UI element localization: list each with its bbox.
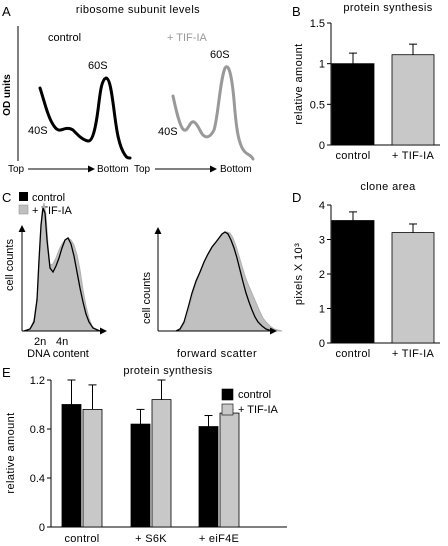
chart-d-category-label: + TIF-IA (392, 348, 435, 360)
panel-c-legend-swatch-control (19, 192, 28, 201)
chart-d-y-axis-label: pixels X 10³ (293, 243, 305, 305)
chart-e-bar (151, 399, 172, 528)
chart-d-y-tick-label: 0 (319, 338, 325, 350)
chart-e-legend-label: + TIF-IA (238, 404, 278, 416)
chart-d-y-tick-label: 3 (319, 235, 325, 247)
chart-d-category-label: control (335, 348, 370, 360)
panel-c-legend-control: control (32, 192, 65, 204)
chart-e-title: protein synthesis (123, 365, 212, 377)
chart-b-bar (331, 63, 375, 146)
panel-a: A ribosome subunit levels OD units contr… (2, 4, 255, 175)
panel-c-left-x-label: DNA content (27, 348, 89, 360)
chart-b-y-tick-label: 1.5 (310, 18, 325, 30)
panel-a-control-label: control (48, 32, 81, 44)
chart-e-category-label: control (64, 533, 99, 545)
chart-b-bar (391, 54, 435, 146)
chart-d: clone area pixels X 10³ 0 1 2 3 4 control + TIF-… (293, 181, 440, 360)
chart-b-y-tick-label: 0 (319, 140, 325, 152)
panel-a-control-profile (38, 76, 132, 160)
chart-e-bar (198, 426, 219, 528)
panel-a-bottom-label-1: Bottom (97, 164, 129, 175)
chart-b-y-tick-label: 1 (319, 59, 325, 71)
chart-e-legend-label: control (238, 389, 271, 401)
panel-c-scatter-histogram-tif (176, 231, 283, 332)
panel-b-letter: B (292, 4, 301, 19)
panel-a-top-label-2: Top (134, 164, 151, 175)
chart-e-y-tick-label: 0.4 (30, 473, 45, 485)
panel-b: B protein synthesis relative amount 0 0.5 1 1… (292, 2, 440, 162)
panel-c: C control + TIF-IA cell counts 2n 4n DNA… (2, 190, 283, 360)
chart-e-legend-swatch (221, 388, 234, 401)
chart-d-y-tick-label: 1 (319, 304, 325, 316)
chart-d-bar (331, 220, 375, 344)
panel-c-legend-tif: + TIF-IA (32, 205, 72, 217)
panel-e: E protein synthesis relative amount 0 0.4 0.… (2, 365, 287, 545)
panel-a-tif-60s-label: 60S (210, 49, 230, 61)
chart-e-bar (61, 404, 82, 528)
chart-e-category-label: + eiF4E (199, 533, 239, 545)
chart-e-y-tick-label: 1.2 (30, 375, 45, 387)
panel-a-tif-label: + TIF-IA (167, 32, 207, 44)
chart-b-y-axis-label: relative amount (293, 43, 305, 124)
panel-c-legend-swatch-tif (18, 204, 29, 215)
chart-e: protein synthesis relative amount 0 0.4 0.8 1… (5, 365, 287, 545)
chart-d-title: clone area (360, 181, 416, 193)
chart-e-bar (82, 408, 103, 528)
panel-c-letter: C (2, 190, 11, 205)
chart-b-category-label: control (335, 150, 370, 162)
chart-e-category-label: + S6K (135, 533, 167, 545)
panel-a-control-40s-label: 40S (28, 125, 48, 137)
chart-d-y-tick-label: 4 (319, 200, 325, 212)
panel-c-scatter-histogram-control (175, 231, 273, 332)
panel-a-title: ribosome subunit levels (76, 4, 200, 16)
chart-e-legend-swatch (221, 403, 234, 416)
panel-a-tif-profile (171, 65, 255, 161)
panel-e-letter: E (2, 365, 11, 380)
panel-a-control-60s-label: 60S (88, 60, 108, 72)
panel-a-bottom-label-2: Bottom (220, 164, 252, 175)
chart-e-bar (219, 412, 240, 528)
panel-c-left-y-label: cell counts (4, 239, 16, 291)
chart-b: protein synthesis relative amount 0 0.5 1 1.5… (293, 2, 440, 162)
panel-c-dna-histogram-control (23, 207, 101, 332)
chart-e-bar (130, 423, 151, 528)
panel-d-letter: D (292, 190, 301, 205)
chart-e-y-tick-label: 0 (39, 522, 45, 534)
chart-b-title: protein synthesis (343, 2, 432, 14)
panel-c-right-y-label: cell counts (141, 272, 153, 324)
chart-d-bar (391, 232, 435, 344)
chart-e-y-tick-label: 0.8 (30, 424, 45, 436)
panel-a-tif-40s-label: 40S (158, 126, 178, 138)
panel-c-tick-4n: 4n (56, 336, 68, 348)
chart-b-category-label: + TIF-IA (392, 150, 435, 162)
chart-d-y-tick-label: 2 (319, 269, 325, 281)
chart-e-y-axis-label: relative amount (5, 412, 17, 493)
panel-c-tick-2n: 2n (34, 336, 46, 348)
panel-d: D clone area pixels X 10³ 0 1 2 3 4 control + TI… (292, 181, 440, 360)
panel-c-right-x-label: forward scatter (177, 348, 257, 360)
panel-a-letter: A (2, 4, 11, 19)
chart-b-y-tick-label: 0.5 (310, 99, 325, 111)
panel-a-top-label-1: Top (8, 164, 25, 175)
panel-a-y-axis-label: OD units (2, 74, 13, 116)
